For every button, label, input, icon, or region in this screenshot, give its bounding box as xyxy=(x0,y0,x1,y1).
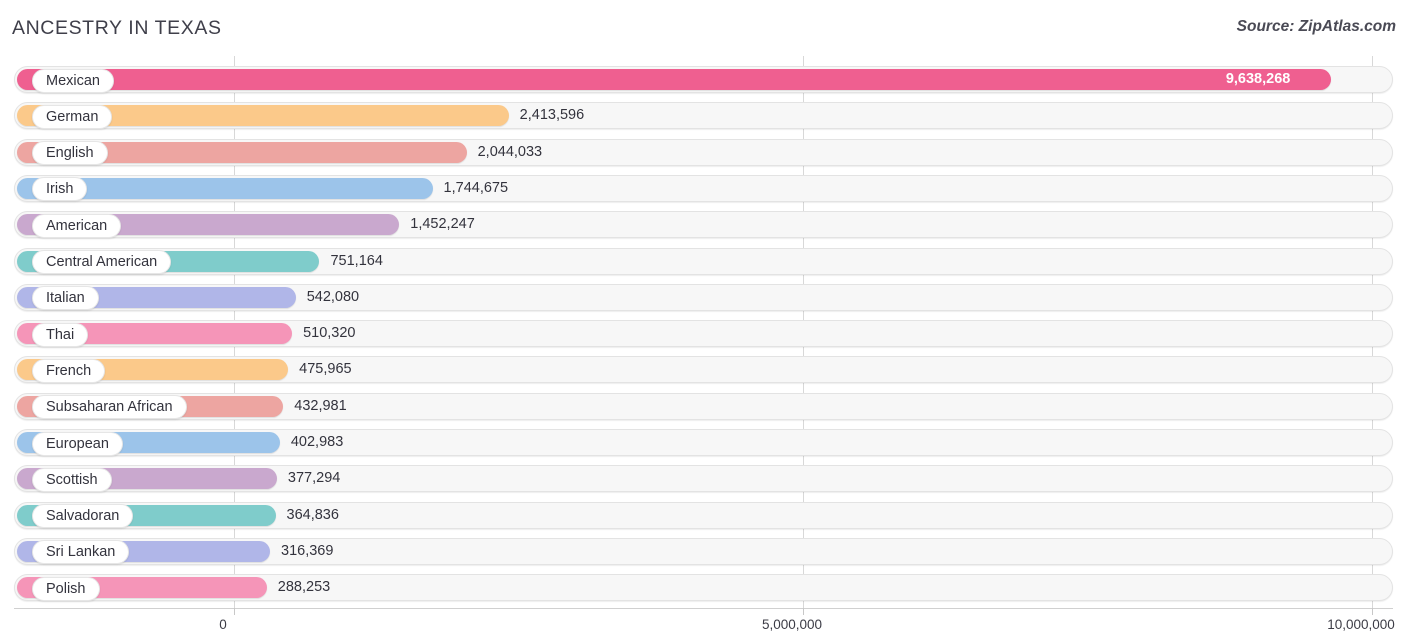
chart-header: ANCESTRY IN TEXAS Source: ZipAtlas.com xyxy=(0,0,1406,56)
bar-row[interactable]: Thai 510,320 xyxy=(14,320,1393,348)
bar-row[interactable]: Polish 288,253 xyxy=(14,574,1393,602)
bar-value-label: 288,253 xyxy=(277,579,331,596)
bar-value-label: 402,983 xyxy=(290,434,344,450)
page-title: ANCESTRY IN TEXAS xyxy=(12,17,222,39)
bar-row[interactable]: Central American 751,164 xyxy=(14,247,1393,275)
bar-row[interactable]: European 402,983 xyxy=(14,429,1393,456)
bar-value-label: 9,638,268 xyxy=(1225,71,1291,87)
bar-category-label: Salvadoran xyxy=(32,504,134,529)
chart-plot-area: Mexican 9,638,268 German 2,413,596 English 2,… xyxy=(0,56,1406,608)
bar-row[interactable]: English 2,044,033 xyxy=(14,138,1393,166)
bar-category-label: Irish xyxy=(32,177,88,202)
bar-category-label: Central American xyxy=(32,250,172,274)
bar-category-label: European xyxy=(32,431,123,456)
bar-row[interactable]: Salvadoran 364,836 xyxy=(14,501,1393,529)
bar-value-label: 1,744,675 xyxy=(443,179,509,196)
bar-value-label: 1,452,247 xyxy=(410,216,475,233)
bar-category-label: Thai xyxy=(32,322,89,347)
axis-tick-mark xyxy=(1372,608,1373,615)
bar-row[interactable]: Irish 1,744,675 xyxy=(14,174,1393,202)
bar-value-label: 475,965 xyxy=(299,361,352,378)
axis-tick-label: 0 xyxy=(219,617,227,632)
bar-category-label: Italian xyxy=(32,286,99,311)
bar-category-label: Subsaharan African xyxy=(32,395,187,420)
bar-fill xyxy=(17,69,1331,90)
bar-row[interactable]: Mexican 9,638,268 xyxy=(14,66,1393,93)
bar-category-label: English xyxy=(32,141,108,166)
bar-fill xyxy=(17,105,509,127)
bar-category-label: German xyxy=(32,104,113,129)
bar-category-label: American xyxy=(32,213,122,238)
axis-line xyxy=(14,608,1393,609)
bar-row[interactable]: Italian 542,080 xyxy=(14,283,1393,311)
bar-row[interactable]: Subsaharan African 432,981 xyxy=(14,392,1393,420)
axis-tick-label: 10,000,000 xyxy=(1327,617,1395,632)
bar-category-label: Scottish xyxy=(32,467,112,492)
source-attribution: Source: ZipAtlas.com xyxy=(1236,18,1396,35)
bar-fill xyxy=(17,177,433,199)
bar-category-label: Mexican xyxy=(32,68,114,93)
bar-row[interactable]: Sri Lankan 316,369 xyxy=(14,537,1393,565)
bar-category-label: Sri Lankan xyxy=(32,540,130,565)
bar-value-label: 377,294 xyxy=(287,470,341,487)
bar-value-label: 316,369 xyxy=(281,542,334,559)
bar-category-label: French xyxy=(32,358,106,383)
bar-value-label: 542,080 xyxy=(306,288,360,305)
x-axis: 0 5,000,000 10,000,000 xyxy=(0,608,1406,644)
bar-fill xyxy=(17,141,467,163)
bar-row[interactable]: German 2,413,596 xyxy=(14,102,1393,130)
bar-category-label: Polish xyxy=(32,576,100,601)
bar-value-label: 2,044,033 xyxy=(477,143,543,160)
axis-tick-mark xyxy=(234,608,235,615)
bar-value-label: 432,981 xyxy=(294,397,347,414)
axis-tick-mark xyxy=(803,608,804,615)
bar-value-label: 364,836 xyxy=(286,506,339,523)
bar-row[interactable]: French 475,965 xyxy=(14,356,1393,384)
bar-value-label: 2,413,596 xyxy=(519,107,585,124)
bar-value-label: 510,320 xyxy=(303,325,356,342)
bar-row[interactable]: American 1,452,247 xyxy=(14,211,1393,239)
bar-row[interactable]: Scottish 377,294 xyxy=(14,465,1393,493)
axis-tick-label: 5,000,000 xyxy=(761,617,823,632)
bar-value-label: 751,164 xyxy=(330,252,383,269)
